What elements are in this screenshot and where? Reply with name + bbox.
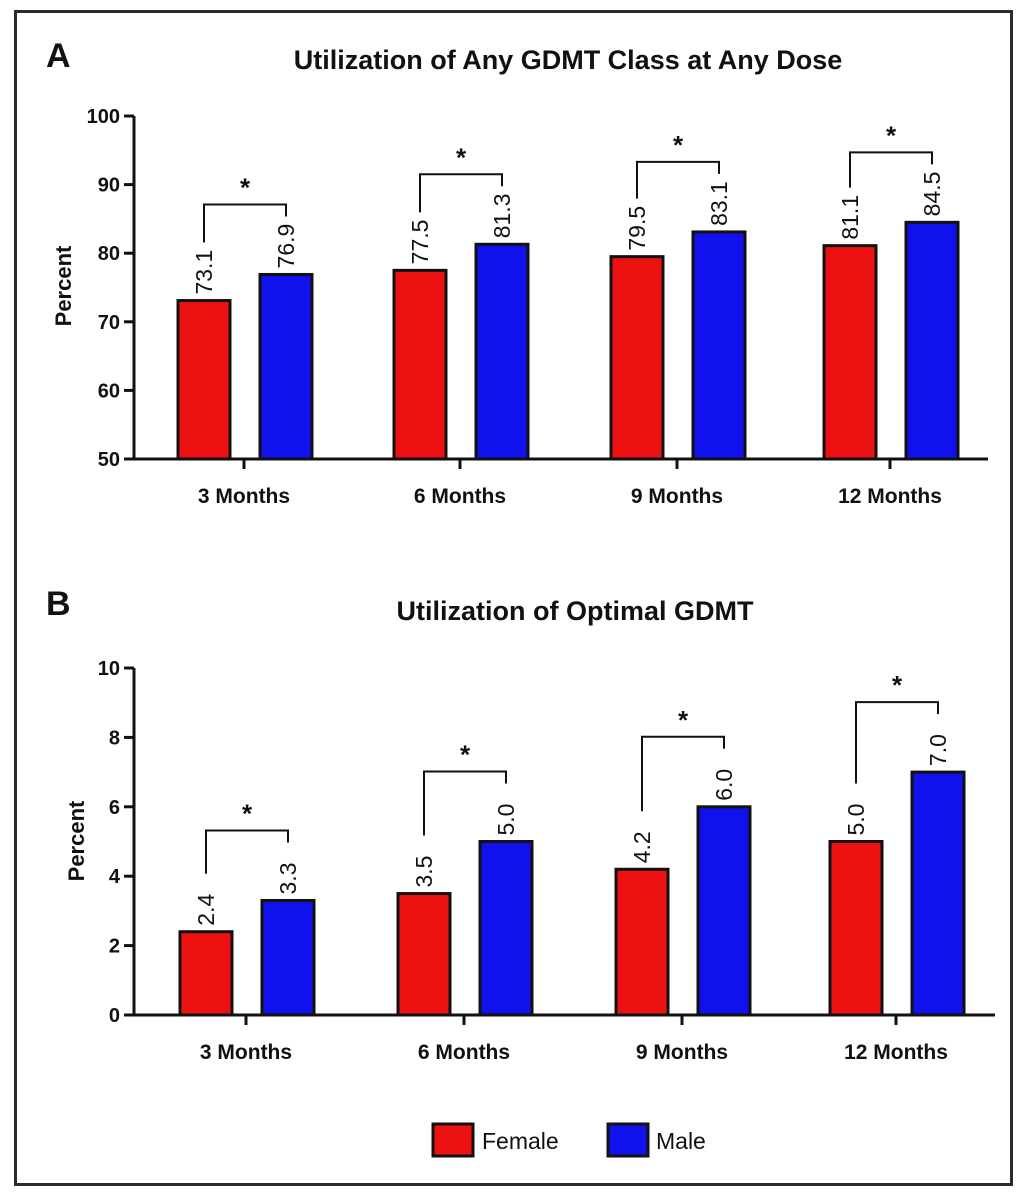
panel-a-category-label: 12 Months [838, 485, 942, 508]
legend-male-swatch [606, 1122, 650, 1158]
panel-a-value-label-male: 83.1 [706, 181, 732, 226]
panel-b-value-label-female: 3.5 [411, 856, 437, 888]
panel-a-value-label-male: 81.3 [489, 194, 515, 239]
panel-a-significance-bracket [419, 173, 503, 213]
panel-b-title: Utilization of Optimal GDMT [397, 596, 754, 626]
panel-b-bar-male [478, 840, 534, 1017]
panel-a-value-label-male: 76.9 [273, 224, 299, 269]
panel-b-significance-star: * [242, 798, 253, 828]
panel-b-bar-female [614, 867, 670, 1017]
panel-b-significance-bracket [423, 770, 507, 836]
panel-b-value-label-female: 2.4 [193, 894, 219, 926]
panel-a-significance-star: * [456, 142, 467, 172]
panel-a-category-label: 9 Months [631, 485, 723, 508]
panel-b-y-tick-label: 2 [109, 936, 120, 958]
panel-a-y-tick-label: 90 [98, 175, 120, 197]
panel-a-significance-bracket [849, 151, 933, 188]
panel-a-y-axis-label: Percent [51, 245, 76, 326]
panel-b-letter: B [46, 585, 71, 623]
panel-b-bar-female [396, 892, 452, 1017]
panel-b-bar-male [260, 898, 316, 1017]
panel-b-bar-male [696, 805, 752, 1017]
panel-a-y-tick-label: 70 [98, 312, 120, 334]
panel-b-value-label-female: 5.0 [843, 804, 869, 836]
panel-a-plot: 50 60 70 80 90 100 3 Months 73.1 76.9 * 6 Months 77… [87, 106, 988, 508]
panel-b-category-label: 12 Months [844, 1041, 948, 1064]
panel-a-y-tick-label: 80 [98, 243, 120, 265]
legend-female-label: Female [482, 1128, 559, 1154]
legend-male-label: Male [656, 1128, 706, 1154]
panel-b-category-label: 6 Months [418, 1041, 510, 1064]
panel-b-value-label-male: 7.0 [925, 734, 951, 766]
panel-a-category-label: 6 Months [414, 485, 506, 508]
panel-b-value-label-male: 3.3 [275, 863, 301, 895]
panel-a-y-tick-label: 60 [98, 380, 120, 402]
panel-a-letter: A [46, 37, 71, 75]
panel-b-y-tick-label: 10 [98, 658, 120, 680]
panel-a-bar-female [609, 255, 665, 461]
panel-b-category-label: 9 Months [636, 1041, 728, 1064]
panel-a-bar-female [822, 244, 878, 461]
legend-female-swatch [431, 1122, 475, 1158]
panel-b-significance-star: * [460, 740, 471, 770]
panel-a-value-label-male: 84.5 [919, 172, 945, 217]
panel-a-significance-bracket [203, 203, 287, 243]
panel-b-y-tick-label: 4 [109, 866, 121, 888]
panel-a-bar-male [691, 230, 747, 461]
panel-a-value-label-female: 77.5 [407, 220, 433, 265]
panel-a-title: Utilization of Any GDMT Class at Any Dos… [294, 45, 843, 75]
panel-a-significance-bracket [636, 160, 720, 199]
panel-b-y-tick-label: 0 [109, 1005, 120, 1027]
panel-a-significance-star: * [886, 120, 897, 150]
panel-a-bar-male [474, 242, 530, 461]
panel-b-bar-male [910, 770, 966, 1017]
panel-a-bar-female [176, 299, 232, 461]
panel-b-bar-female [828, 840, 884, 1017]
panel-b-value-label-male: 5.0 [493, 804, 519, 836]
panel-b-bar-female [178, 930, 234, 1017]
panel-a-y-tick-label: 100 [87, 106, 120, 128]
panel-a-value-label-female: 73.1 [191, 250, 217, 295]
panel-b-significance-bracket [855, 701, 939, 784]
panel-a-y-tick-label: 50 [98, 449, 120, 471]
panel-a-significance-star: * [673, 130, 684, 160]
panel-a-value-label-female: 81.1 [837, 195, 863, 240]
panel-a-bar-female [392, 268, 448, 461]
panel-b-significance-bracket [205, 829, 289, 874]
panel-a-value-label-female: 79.5 [624, 206, 650, 251]
panel-b-y-tick-label: 6 [109, 797, 120, 819]
panel-b-significance-bracket [641, 735, 725, 812]
legend: Female Male [431, 1122, 706, 1158]
panel-a-significance-star: * [240, 172, 251, 202]
panel-b-significance-star: * [892, 670, 903, 700]
panel-a-category-label: 3 Months [198, 485, 290, 508]
panel-b-value-label-male: 6.0 [711, 769, 737, 801]
panel-a-bar-male [258, 272, 314, 461]
panel-b-value-label-female: 4.2 [629, 831, 655, 863]
panel-b-plot: 0 2 4 6 8 10 3 Months 2.4 3.3 * 6 Months 3.5 5.0 * 9 M… [98, 658, 995, 1064]
panel-b-y-axis-label: Percent [64, 800, 89, 881]
panel-b-category-label: 3 Months [200, 1041, 292, 1064]
panel-b-y-tick-label: 8 [109, 727, 120, 749]
panel-a-bar-male [904, 220, 960, 461]
panel-b-significance-star: * [678, 705, 689, 735]
